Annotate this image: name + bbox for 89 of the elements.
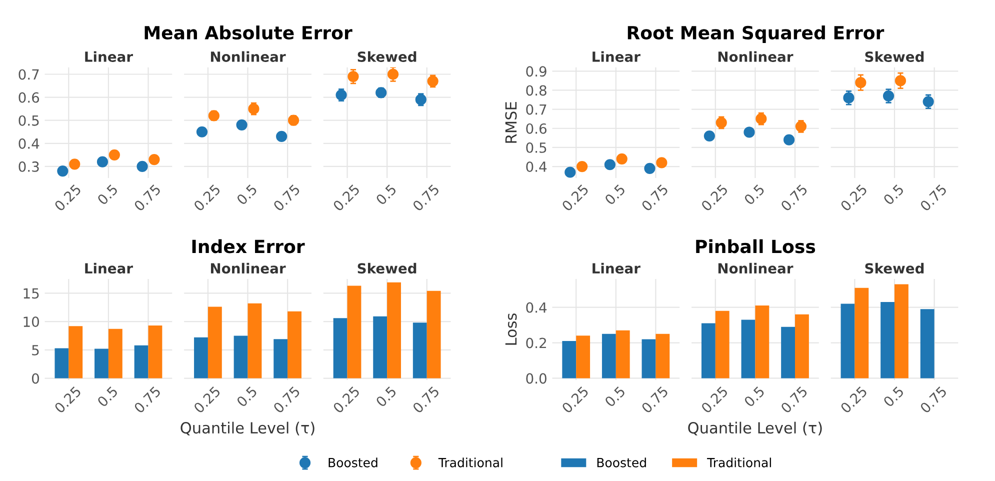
legend-label: Traditional	[707, 458, 771, 468]
bar	[94, 348, 108, 378]
chart-title: Pinball Loss	[696, 239, 816, 254]
bar	[715, 310, 730, 378]
y-tick-label: 5	[32, 345, 39, 356]
chart-title: Root Mean Squared Error	[628, 26, 884, 43]
bar	[755, 306, 770, 378]
chart-subtitle: Skewed	[358, 262, 416, 274]
y-axis-title: Loss	[505, 313, 517, 345]
x-tick-label: 0.5	[375, 184, 397, 206]
y-tick-label: 0.5	[526, 142, 546, 153]
bar	[208, 306, 222, 378]
bar	[781, 326, 796, 378]
x-axis-title: Quantile Level (τ)	[688, 422, 822, 436]
x-tick-label: 0.5	[236, 184, 258, 206]
y-tick-label: 0.7	[18, 69, 39, 80]
chart-subtitle: Linear	[592, 51, 640, 62]
bar	[894, 284, 908, 378]
bar	[741, 320, 756, 378]
y-tick-label: 0.3	[18, 161, 39, 172]
x-tick-label: 0.5	[604, 386, 626, 408]
bar	[333, 318, 348, 378]
y-tick-label: 0.4	[526, 302, 547, 313]
bar	[701, 323, 716, 378]
y-tick-label: 0.4	[18, 138, 40, 149]
chart-subtitle: Nonlinear	[210, 262, 286, 274]
bar	[562, 341, 576, 378]
bar	[54, 348, 69, 378]
y-tick-label: 0	[32, 373, 39, 384]
legend-label: Boosted	[328, 458, 378, 468]
y-tick-label: 0.5	[18, 115, 39, 126]
y-tick-label: 0.0	[526, 373, 546, 384]
bar	[854, 288, 869, 378]
bar	[373, 316, 388, 378]
bar	[426, 290, 441, 378]
bar	[656, 334, 670, 378]
y-tick-label: 0.8	[526, 85, 546, 96]
bar	[576, 336, 590, 378]
chart-subtitle: Nonlinear	[210, 51, 286, 62]
bar	[288, 311, 302, 378]
y-tick-label: 0.9	[526, 66, 546, 77]
x-tick-label: 0.5	[96, 386, 118, 408]
legend-label: Boosted	[597, 458, 646, 468]
x-tick-label: 0.5	[236, 386, 258, 408]
chart-subtitle: Linear	[85, 262, 133, 274]
bar	[108, 328, 122, 378]
x-tick-label: 0.5	[882, 386, 904, 408]
bar	[387, 282, 401, 378]
bar	[616, 330, 630, 378]
chart-title: Index Error	[192, 239, 305, 254]
bar	[920, 309, 934, 378]
y-tick-label: 0.6	[18, 92, 40, 103]
bar	[134, 345, 148, 378]
y-tick-label: 15	[24, 288, 39, 299]
x-axis-title: Quantile Level (τ)	[180, 422, 314, 436]
bar	[194, 337, 208, 378]
x-tick-label: 0.5	[375, 386, 397, 408]
bar	[840, 304, 855, 378]
bar	[234, 336, 248, 378]
bar	[347, 286, 362, 378]
chart-subtitle: Linear	[592, 262, 640, 274]
chart-subtitle: Skewed	[865, 262, 924, 274]
y-tick-label: 0.7	[526, 104, 546, 115]
bar	[642, 339, 656, 378]
bar	[880, 302, 895, 378]
legend-label: Traditional	[438, 458, 502, 468]
chart-subtitle: Nonlinear	[718, 262, 794, 274]
x-tick-label: 0.5	[604, 184, 626, 206]
chart-subtitle: Skewed	[358, 51, 416, 62]
chart-subtitle: Nonlinear	[718, 51, 794, 62]
chart-subtitle: Skewed	[865, 51, 924, 62]
bar	[602, 334, 616, 378]
x-tick-label: 0.5	[743, 386, 766, 408]
bar	[412, 322, 427, 378]
x-tick-label: 0.5	[96, 184, 118, 206]
bar	[795, 314, 809, 378]
y-axis-title: RMSE	[505, 102, 517, 143]
chart-subtitle: Linear	[85, 51, 133, 62]
bar	[68, 326, 83, 378]
y-tick-label: 0.2	[526, 338, 546, 348]
chart-title: Mean Absolute Error	[144, 26, 352, 40]
y-tick-label: 0.6	[526, 123, 546, 134]
y-tick-label: 0.4	[526, 161, 547, 172]
bar	[248, 303, 262, 378]
bar	[274, 339, 288, 378]
bar	[148, 326, 162, 378]
y-tick-label: 10	[24, 316, 39, 328]
x-tick-label: 0.5	[882, 184, 904, 206]
x-tick-label: 0.5	[743, 184, 766, 206]
